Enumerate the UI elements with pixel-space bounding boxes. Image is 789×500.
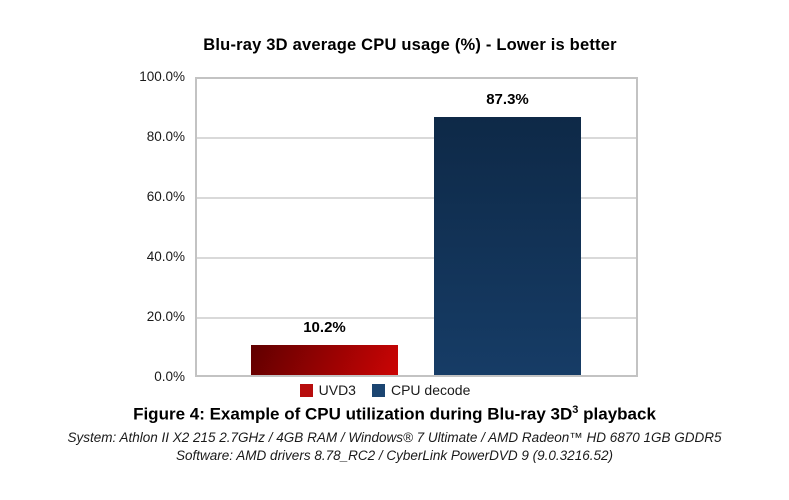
bar-value-label-cpu-decode: 87.3% (486, 90, 529, 108)
gridline-80 (197, 137, 636, 139)
chart-legend: UVD3 CPU decode (0, 382, 770, 398)
plot-area: 10.2% 87.3% (195, 77, 638, 377)
legend-swatch-uvd3-icon (299, 383, 313, 397)
bar-cpu-decode (434, 116, 581, 375)
y-axis-tick-20: 20.0% (146, 309, 185, 324)
legend-item-uvd3: UVD3 (299, 382, 356, 398)
gridline-20 (197, 317, 636, 319)
legend-label-uvd3: UVD3 (318, 382, 356, 398)
y-axis-tick-40: 40.0% (146, 249, 185, 264)
bar-uvd3 (251, 344, 398, 375)
gridline-60 (197, 197, 636, 199)
software-info-line: Software: AMD drivers 8.78_RC2 / CyberLi… (176, 448, 613, 463)
system-info-line: System: Athlon II X2 215 2.7GHz / 4GB RA… (67, 430, 722, 445)
y-axis-tick-100: 100.0% (139, 69, 185, 84)
chart-title: Blu-ray 3D average CPU usage (%) - Lower… (203, 36, 617, 54)
y-axis-tick-0: 0.0% (154, 369, 185, 384)
legend-item-cpu-decode: CPU decode (371, 382, 471, 398)
figure-caption: Figure 4: Example of CPU utilization dur… (0, 404, 789, 425)
figure-caption-suffix: playback (578, 404, 656, 424)
figure-caption-footnote-superscript: 3 (572, 404, 579, 416)
y-axis-tick-60: 60.0% (146, 189, 185, 204)
legend-swatch-cpu-decode-icon (371, 383, 385, 397)
gridline-40 (197, 257, 636, 259)
legend-label-cpu-decode: CPU decode (390, 382, 471, 398)
figure-caption-text: Figure 4: Example of CPU utilization dur… (133, 404, 573, 424)
bar-value-label-uvd3: 10.2% (303, 318, 346, 336)
y-axis-tick-80: 80.0% (146, 129, 185, 144)
